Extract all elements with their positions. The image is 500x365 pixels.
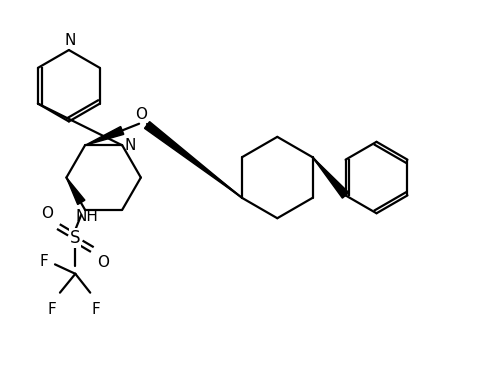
Polygon shape — [85, 127, 124, 145]
Text: O: O — [42, 206, 54, 221]
Text: F: F — [40, 254, 48, 269]
Text: F: F — [92, 301, 100, 316]
Text: O: O — [135, 107, 147, 122]
Text: F: F — [48, 301, 56, 316]
Text: N: N — [124, 138, 136, 153]
Polygon shape — [66, 177, 85, 204]
Polygon shape — [144, 122, 242, 198]
Polygon shape — [312, 157, 349, 198]
Text: O: O — [97, 255, 109, 270]
Text: NH: NH — [76, 209, 98, 224]
Text: S: S — [70, 229, 80, 247]
Text: N: N — [64, 33, 76, 48]
